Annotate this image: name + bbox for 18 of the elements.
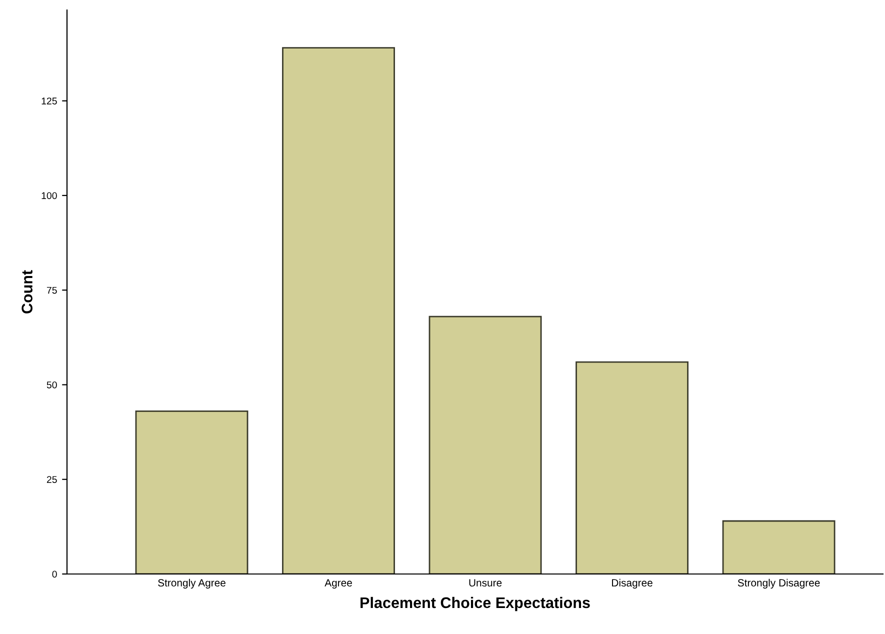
bar — [282, 47, 395, 574]
y-tick-label: 25 — [46, 476, 57, 483]
y-tick-label: 125 — [42, 98, 57, 104]
x-axis-title: Placement Choice Expectations — [360, 596, 590, 612]
y-tick-label: 100 — [42, 192, 57, 200]
y-tick-label: 50 — [46, 381, 57, 388]
bar — [576, 361, 688, 574]
x-tick-label: Strongly Disagree — [738, 578, 820, 589]
bar — [135, 410, 248, 574]
x-tick-label: Disagree — [612, 578, 652, 589]
y-tick-label: 75 — [46, 286, 57, 294]
y-tick-label: 0 — [52, 570, 57, 578]
bar — [428, 316, 542, 574]
x-tick-label: Strongly Agree — [158, 578, 226, 589]
x-tick-label: Unsure — [469, 579, 502, 587]
y-axis-title: Count — [22, 270, 32, 314]
bar — [722, 520, 836, 574]
x-tick-label: Agree — [324, 579, 352, 589]
